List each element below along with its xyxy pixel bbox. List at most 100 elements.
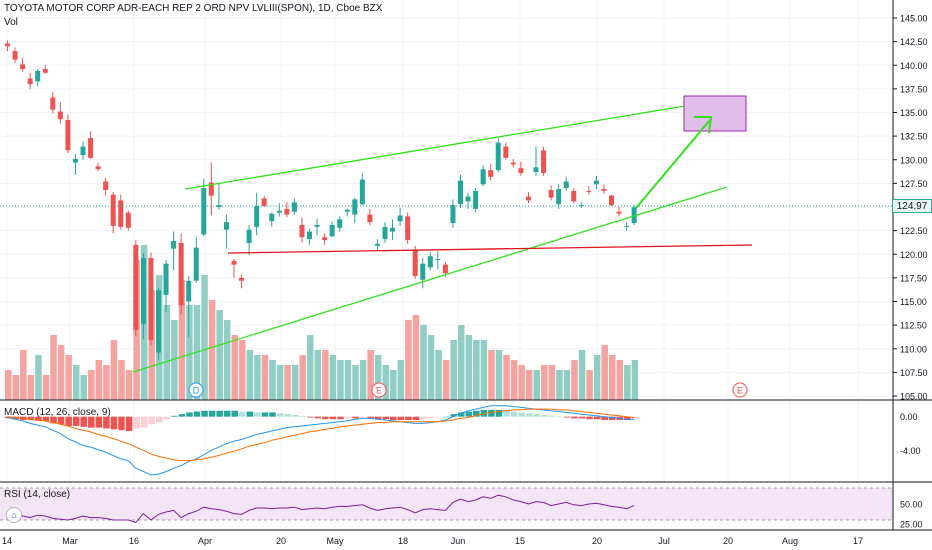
candle[interactable] xyxy=(495,138,501,173)
candle[interactable] xyxy=(103,177,109,196)
event-markers[interactable]: D E E xyxy=(188,382,748,398)
candle[interactable] xyxy=(118,194,124,230)
candle[interactable] xyxy=(42,65,48,74)
macd-pane[interactable]: 0.00 -4.00 xyxy=(5,405,921,476)
price-axis[interactable]: 145.00 142.50 140.00 137.50 135.00 132.50 130.… xyxy=(893,14,928,402)
candle[interactable] xyxy=(246,224,252,256)
candle[interactable] xyxy=(405,212,411,244)
earnings-marker-upcoming[interactable]: E xyxy=(732,382,748,398)
candle[interactable] xyxy=(178,233,184,315)
upper-channel-line[interactable] xyxy=(184,103,698,190)
candle[interactable] xyxy=(239,275,245,289)
price-candles[interactable] xyxy=(5,40,637,361)
candle[interactable] xyxy=(556,184,562,209)
candle[interactable] xyxy=(480,165,486,187)
drawings[interactable] xyxy=(132,95,753,373)
candle[interactable] xyxy=(397,207,403,226)
candle[interactable] xyxy=(156,288,161,361)
candle[interactable] xyxy=(420,258,426,289)
candle[interactable] xyxy=(125,210,131,231)
candle[interactable] xyxy=(140,253,146,340)
candle[interactable] xyxy=(261,195,267,207)
candle[interactable] xyxy=(533,146,539,176)
candle[interactable] xyxy=(616,207,622,217)
candle[interactable] xyxy=(57,102,63,124)
candle[interactable] xyxy=(35,69,41,87)
candle[interactable] xyxy=(488,163,494,181)
candle[interactable] xyxy=(593,175,599,190)
candle[interactable] xyxy=(299,217,305,243)
candle[interactable] xyxy=(359,172,365,206)
time-axis[interactable]: 14 Mar 16 Apr 20 May 18 Jun 15 20 Jul 20 Aug 17 xyxy=(2,536,863,546)
candle[interactable] xyxy=(12,47,18,64)
candle[interactable] xyxy=(291,198,297,215)
candle[interactable] xyxy=(541,146,547,176)
candle[interactable] xyxy=(148,252,154,345)
candle[interactable] xyxy=(20,57,26,72)
projection-arrow[interactable] xyxy=(635,119,711,209)
candle[interactable] xyxy=(284,202,290,218)
candle[interactable] xyxy=(352,197,358,224)
support-line[interactable] xyxy=(227,244,753,254)
candle[interactable] xyxy=(624,222,630,231)
candle[interactable] xyxy=(322,233,328,245)
candle[interactable] xyxy=(473,188,479,213)
target-box[interactable] xyxy=(683,95,747,132)
candle[interactable] xyxy=(171,231,177,271)
candle[interactable] xyxy=(503,142,509,160)
lower-channel-line[interactable] xyxy=(132,186,728,373)
candle[interactable] xyxy=(50,91,56,114)
candle[interactable] xyxy=(390,219,396,241)
earnings-marker[interactable]: E xyxy=(371,382,387,398)
candle[interactable] xyxy=(231,258,237,278)
candle[interactable] xyxy=(427,252,433,271)
symbol-title[interactable]: TOYOTA MOTOR CORP ADR-EACH REP 2 ORD NPV… xyxy=(4,3,383,14)
candle[interactable] xyxy=(223,214,229,249)
candle[interactable] xyxy=(571,188,577,204)
candle[interactable] xyxy=(548,185,554,201)
candle[interactable] xyxy=(609,194,614,207)
candle[interactable] xyxy=(337,216,343,232)
rsi-pane[interactable]: 50.00 25.00 xyxy=(7,494,923,530)
candle[interactable] xyxy=(88,131,94,159)
candle[interactable] xyxy=(374,239,380,252)
candle[interactable] xyxy=(307,228,312,245)
candle[interactable] xyxy=(216,183,222,210)
candle[interactable] xyxy=(367,208,373,225)
settings-icon[interactable]: ⌂ xyxy=(6,507,22,523)
candle[interactable] xyxy=(72,154,78,175)
candle[interactable] xyxy=(163,259,169,312)
candle[interactable] xyxy=(269,212,275,227)
candle[interactable] xyxy=(586,186,592,195)
candle[interactable] xyxy=(208,162,214,216)
candle[interactable] xyxy=(80,141,86,160)
candle[interactable] xyxy=(201,178,207,237)
candle[interactable] xyxy=(65,114,71,154)
candle[interactable] xyxy=(518,161,524,176)
candle[interactable] xyxy=(133,240,139,337)
candle[interactable] xyxy=(344,208,350,217)
candle[interactable] xyxy=(563,176,569,191)
candle[interactable] xyxy=(382,222,388,243)
candle[interactable] xyxy=(110,191,116,234)
candle[interactable] xyxy=(276,203,282,217)
candle[interactable] xyxy=(578,202,584,208)
candle[interactable] xyxy=(186,275,192,338)
candle[interactable] xyxy=(193,237,199,283)
dividend-marker[interactable]: D xyxy=(188,382,204,398)
candle[interactable] xyxy=(450,199,456,228)
candle[interactable] xyxy=(254,192,260,236)
candle[interactable] xyxy=(458,174,463,208)
candle[interactable] xyxy=(525,191,531,204)
candle[interactable] xyxy=(601,184,607,194)
candle[interactable] xyxy=(631,205,637,225)
candle[interactable] xyxy=(510,158,516,168)
candle[interactable] xyxy=(27,72,33,89)
candle[interactable] xyxy=(5,40,10,52)
candle[interactable] xyxy=(95,162,101,172)
candle[interactable] xyxy=(412,245,418,279)
rsi-label[interactable]: RSI (14, close) xyxy=(4,489,71,500)
candle[interactable] xyxy=(329,221,335,238)
candle[interactable] xyxy=(314,218,320,236)
